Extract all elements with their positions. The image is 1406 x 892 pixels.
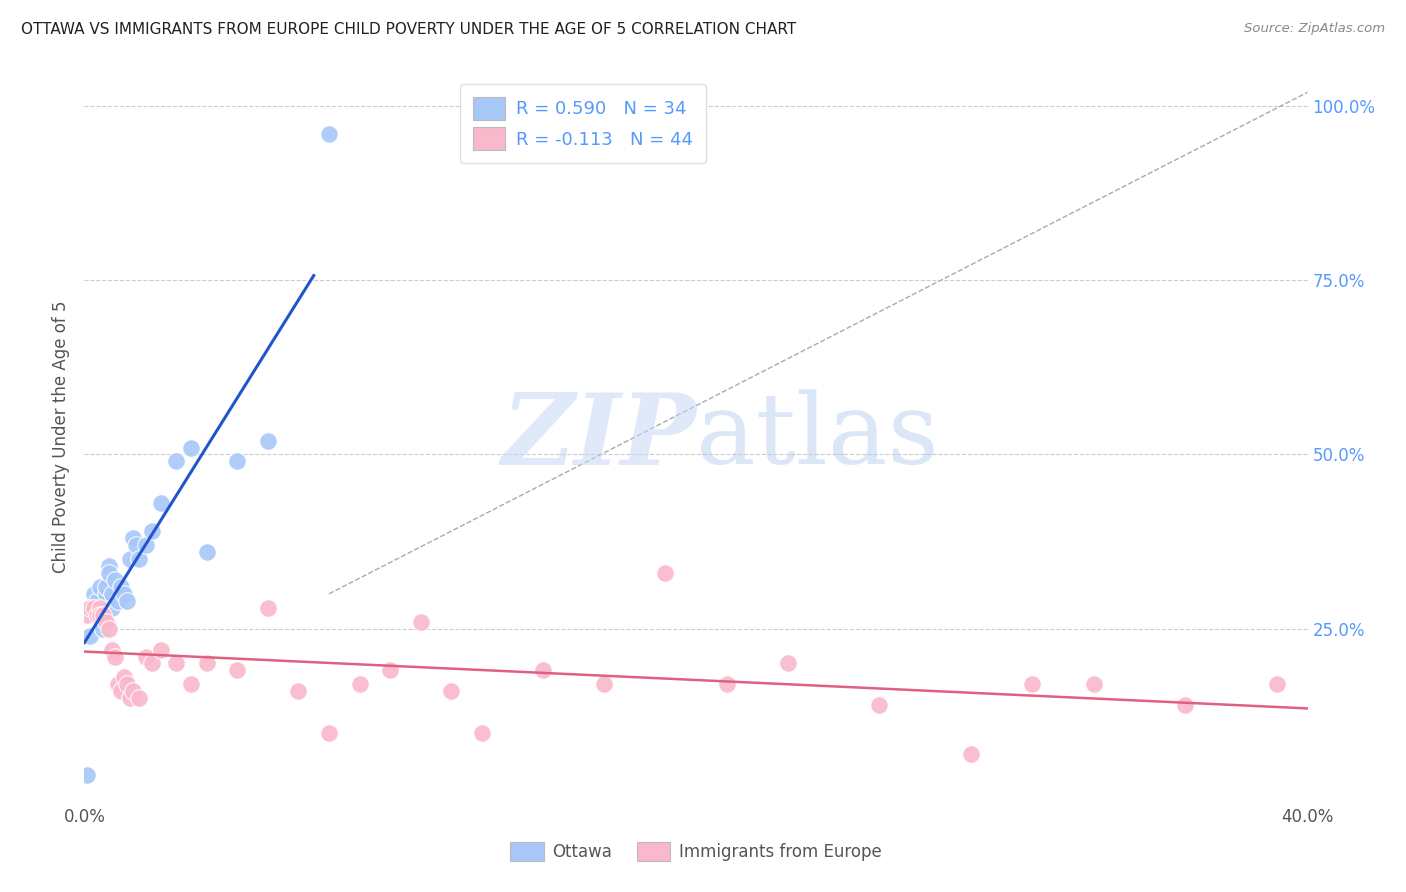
Point: [91, 600, 114, 615]
Point: [107, 677, 129, 691]
Point: [94, 587, 117, 601]
Point: [94, 580, 117, 594]
Text: atlas: atlas: [696, 389, 939, 485]
Point: [86, 594, 108, 608]
Point: [76, 607, 98, 622]
Point: [149, 496, 172, 510]
Point: [110, 580, 132, 594]
Point: [97, 622, 120, 636]
Point: [97, 558, 120, 573]
Point: [716, 677, 738, 691]
Point: [1174, 698, 1197, 713]
Point: [1265, 677, 1288, 691]
Point: [107, 594, 129, 608]
Point: [180, 441, 202, 455]
Point: [1021, 677, 1043, 691]
Point: [86, 607, 108, 622]
Point: [112, 587, 135, 601]
Point: [76, 768, 98, 782]
Point: [115, 594, 138, 608]
Point: [110, 684, 132, 698]
Point: [195, 657, 218, 671]
Point: [380, 664, 402, 678]
Point: [83, 600, 105, 615]
Point: [83, 587, 105, 601]
Point: [89, 580, 111, 594]
Point: [101, 587, 124, 601]
Point: [165, 657, 187, 671]
Point: [869, 698, 891, 713]
Point: [91, 607, 114, 622]
Point: [89, 607, 111, 622]
Point: [112, 670, 135, 684]
Point: [83, 607, 105, 622]
Point: [141, 657, 163, 671]
Point: [349, 677, 371, 691]
Point: [89, 600, 111, 615]
Point: [104, 573, 127, 587]
Point: [257, 600, 280, 615]
Point: [128, 691, 150, 706]
Point: [440, 684, 463, 698]
Point: [122, 684, 145, 698]
Point: [128, 552, 150, 566]
Point: [135, 649, 157, 664]
Point: [531, 664, 554, 678]
Point: [180, 677, 202, 691]
Point: [125, 538, 148, 552]
Point: [94, 615, 117, 629]
Point: [101, 600, 124, 615]
Point: [226, 454, 249, 468]
Point: [287, 684, 309, 698]
Point: [101, 642, 124, 657]
Point: [318, 127, 340, 141]
Point: [593, 677, 616, 691]
Point: [165, 454, 187, 468]
Text: ZIP: ZIP: [501, 389, 696, 485]
Point: [195, 545, 218, 559]
Point: [89, 607, 111, 622]
Text: OTTAWA VS IMMIGRANTS FROM EUROPE CHILD POVERTY UNDER THE AGE OF 5 CORRELATION CH: OTTAWA VS IMMIGRANTS FROM EUROPE CHILD P…: [21, 22, 796, 37]
Point: [135, 538, 157, 552]
Point: [104, 649, 127, 664]
Point: [91, 600, 114, 615]
Point: [776, 657, 799, 671]
Point: [122, 531, 145, 545]
Point: [1083, 677, 1105, 691]
Point: [409, 615, 432, 629]
Point: [960, 747, 983, 761]
Point: [120, 691, 142, 706]
Point: [79, 600, 101, 615]
Point: [79, 629, 101, 643]
Point: [115, 677, 138, 691]
Point: [141, 524, 163, 538]
Point: [471, 726, 494, 740]
Point: [97, 566, 120, 580]
Text: Source: ZipAtlas.com: Source: ZipAtlas.com: [1244, 22, 1385, 36]
Point: [226, 664, 249, 678]
Point: [91, 622, 114, 636]
Point: [257, 434, 280, 448]
Point: [654, 566, 676, 580]
Point: [120, 552, 142, 566]
Y-axis label: Child Poverty Under the Age of 5: Child Poverty Under the Age of 5: [52, 301, 70, 574]
Point: [318, 726, 340, 740]
Point: [149, 642, 172, 657]
Legend: Ottawa, Immigrants from Europe: Ottawa, Immigrants from Europe: [503, 835, 889, 868]
